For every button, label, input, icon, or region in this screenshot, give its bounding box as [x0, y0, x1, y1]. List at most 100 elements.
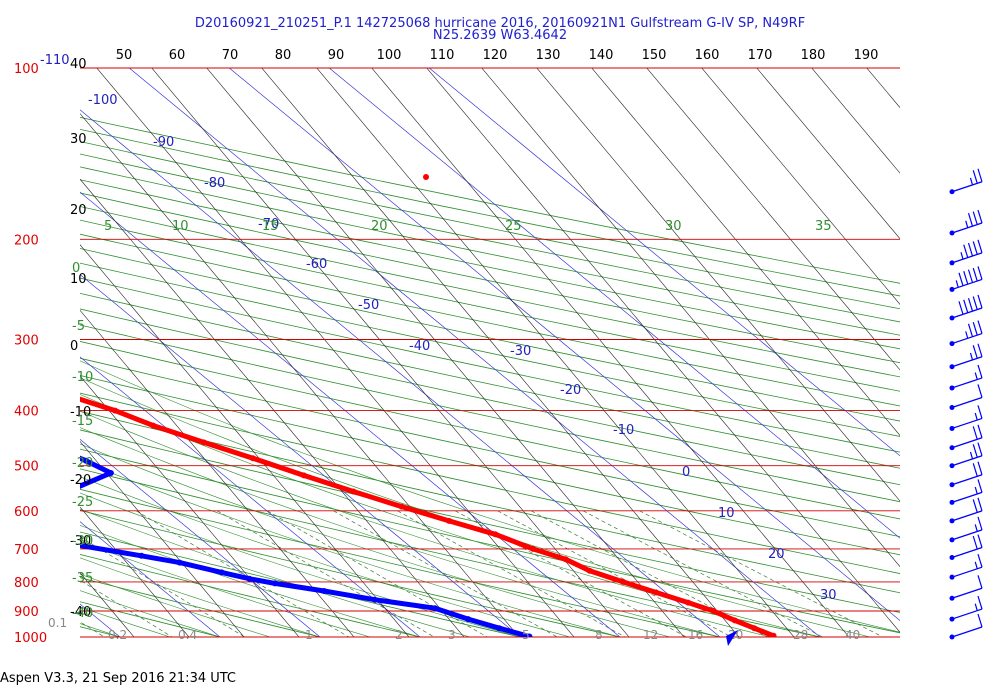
- top-temp-tick-label: 70: [222, 48, 239, 63]
- wind-barb-flag: [963, 271, 969, 285]
- wind-barb-flag: [977, 479, 983, 493]
- moist-adiabat-line: [80, 525, 422, 637]
- left-temp-tick-label: -20: [70, 473, 91, 488]
- isotherm-line: [151, 68, 630, 637]
- wind-barb: [949, 266, 983, 292]
- isotherm-line: [261, 68, 740, 637]
- top-temp-tick-label: 120: [483, 48, 508, 63]
- dewpoint-scatter-point: [44, 551, 49, 556]
- dry-adiabat-line: [80, 340, 900, 520]
- wind-barb-flag: [974, 561, 978, 569]
- pressure-tick-label: 400: [14, 405, 39, 420]
- top-temp-tick-label: 190: [854, 48, 879, 63]
- moist-adiabat-line: [80, 427, 722, 637]
- top-temp-tick-label: 100: [377, 48, 402, 63]
- dewpoint-point: [218, 569, 225, 576]
- mixing-ratio-lines: [80, 510, 884, 637]
- dewpoint-point: [246, 575, 253, 582]
- dry-adiabat-line: [80, 410, 900, 594]
- dewpoint-scatter-point: [1, 551, 6, 556]
- isotherm-line: [128, 68, 821, 637]
- dry-adiabat-line: [80, 601, 222, 637]
- temperature-point: [620, 578, 627, 585]
- wind-barb: [949, 294, 983, 321]
- isotherm-label: -100: [88, 93, 118, 108]
- mixing-ratio-label: 12: [643, 628, 658, 642]
- temperature-point: [770, 632, 777, 637]
- top-temp-tick-label: 50: [116, 48, 133, 63]
- isotherm-line: [80, 309, 355, 637]
- wind-barb-flag: [977, 595, 983, 610]
- wind-barb: [949, 405, 983, 431]
- temperature-point: [249, 455, 256, 462]
- isotherm-line: [481, 68, 900, 568]
- dry-adiabat-line: [80, 192, 900, 364]
- dry-adiabat-line: [80, 248, 900, 422]
- moist-adiabat-label: -25: [72, 495, 93, 510]
- wind-barb-flag: [977, 266, 983, 280]
- dry-adiabat-line: [80, 357, 900, 538]
- wind-barb-flag: [967, 269, 974, 283]
- dry-adiabat-line: [80, 375, 900, 556]
- wind-barb-flag: [958, 301, 964, 315]
- isotherm-line: [206, 68, 685, 637]
- top-temp-tick-label: 150: [642, 48, 667, 63]
- temperature-point: [423, 174, 429, 180]
- wind-barb-flag: [977, 461, 983, 475]
- wind-barb-flag: [974, 372, 978, 380]
- wind-barb-staff: [951, 587, 983, 599]
- isotherm-line: [80, 438, 321, 637]
- wind-barbs: [726, 168, 983, 646]
- isotherm-line: [80, 274, 521, 637]
- temperature-point: [751, 625, 758, 632]
- dewpoint-scatter-point: [58, 545, 63, 550]
- dewpoint-point: [321, 588, 328, 594]
- dewpoint-point: [526, 633, 533, 637]
- temperature-point: [200, 439, 207, 446]
- wind-barb-flag: [977, 209, 983, 224]
- wind-barb-flag: [965, 220, 969, 228]
- wind-barb: [949, 384, 983, 410]
- isobars: [80, 67, 900, 638]
- top-temp-tick-label: 140: [589, 48, 614, 63]
- temperature-point: [150, 422, 157, 429]
- moist-adiabat-line: [80, 360, 900, 633]
- wind-barb-flag: [969, 177, 974, 186]
- dry-adiabat-label: 20: [371, 219, 388, 234]
- dry-adiabat-line: [80, 531, 522, 637]
- mixing-ratio-line: [217, 510, 435, 637]
- mixing-ratio-label: 0.1: [48, 616, 67, 630]
- isotherm-line: [80, 244, 410, 637]
- top-temp-tick-label: 90: [328, 48, 345, 63]
- isotherm-line: [591, 68, 900, 436]
- wind-barb-flag: [965, 331, 969, 339]
- wind-barb-flag: [972, 296, 978, 310]
- mixing-ratio-label: 0.2: [108, 628, 127, 642]
- dry-adiabat-label: 15: [262, 219, 279, 234]
- isotherm-line: [316, 68, 795, 637]
- mixing-ratio-label: 0.4: [178, 628, 197, 642]
- mixing-ratio-line: [397, 510, 626, 637]
- isotherms-blue: [80, 68, 900, 637]
- isotherm-label: 30: [820, 588, 837, 603]
- wind-barb-flag: [963, 299, 969, 313]
- temperature-point: [710, 608, 717, 614]
- mixing-ratio-line: [136, 510, 350, 637]
- isotherm-line: [80, 113, 520, 637]
- dry-adiabat-label: 30: [665, 219, 682, 234]
- dewpoint-point: [0, 495, 4, 501]
- wind-barb-flag: [972, 535, 978, 550]
- wind-barb-flag: [974, 524, 978, 532]
- isotherm-label: -40: [409, 339, 430, 354]
- dewpoint-point: [465, 616, 472, 623]
- wind-barb: [949, 595, 983, 622]
- mixing-ratio-label: 40: [845, 628, 860, 642]
- left-temp-tick-label: 10: [70, 272, 87, 287]
- isotherm-label: -20: [560, 383, 581, 398]
- top-temp-tick-label: 60: [169, 48, 186, 63]
- isotherm-label: -60: [306, 257, 327, 272]
- wind-barb-flag: [977, 239, 983, 254]
- pressure-tick-label: 700: [14, 543, 39, 558]
- left-temp-tick-label: 20: [70, 203, 87, 218]
- dewpoint-point: [371, 596, 378, 603]
